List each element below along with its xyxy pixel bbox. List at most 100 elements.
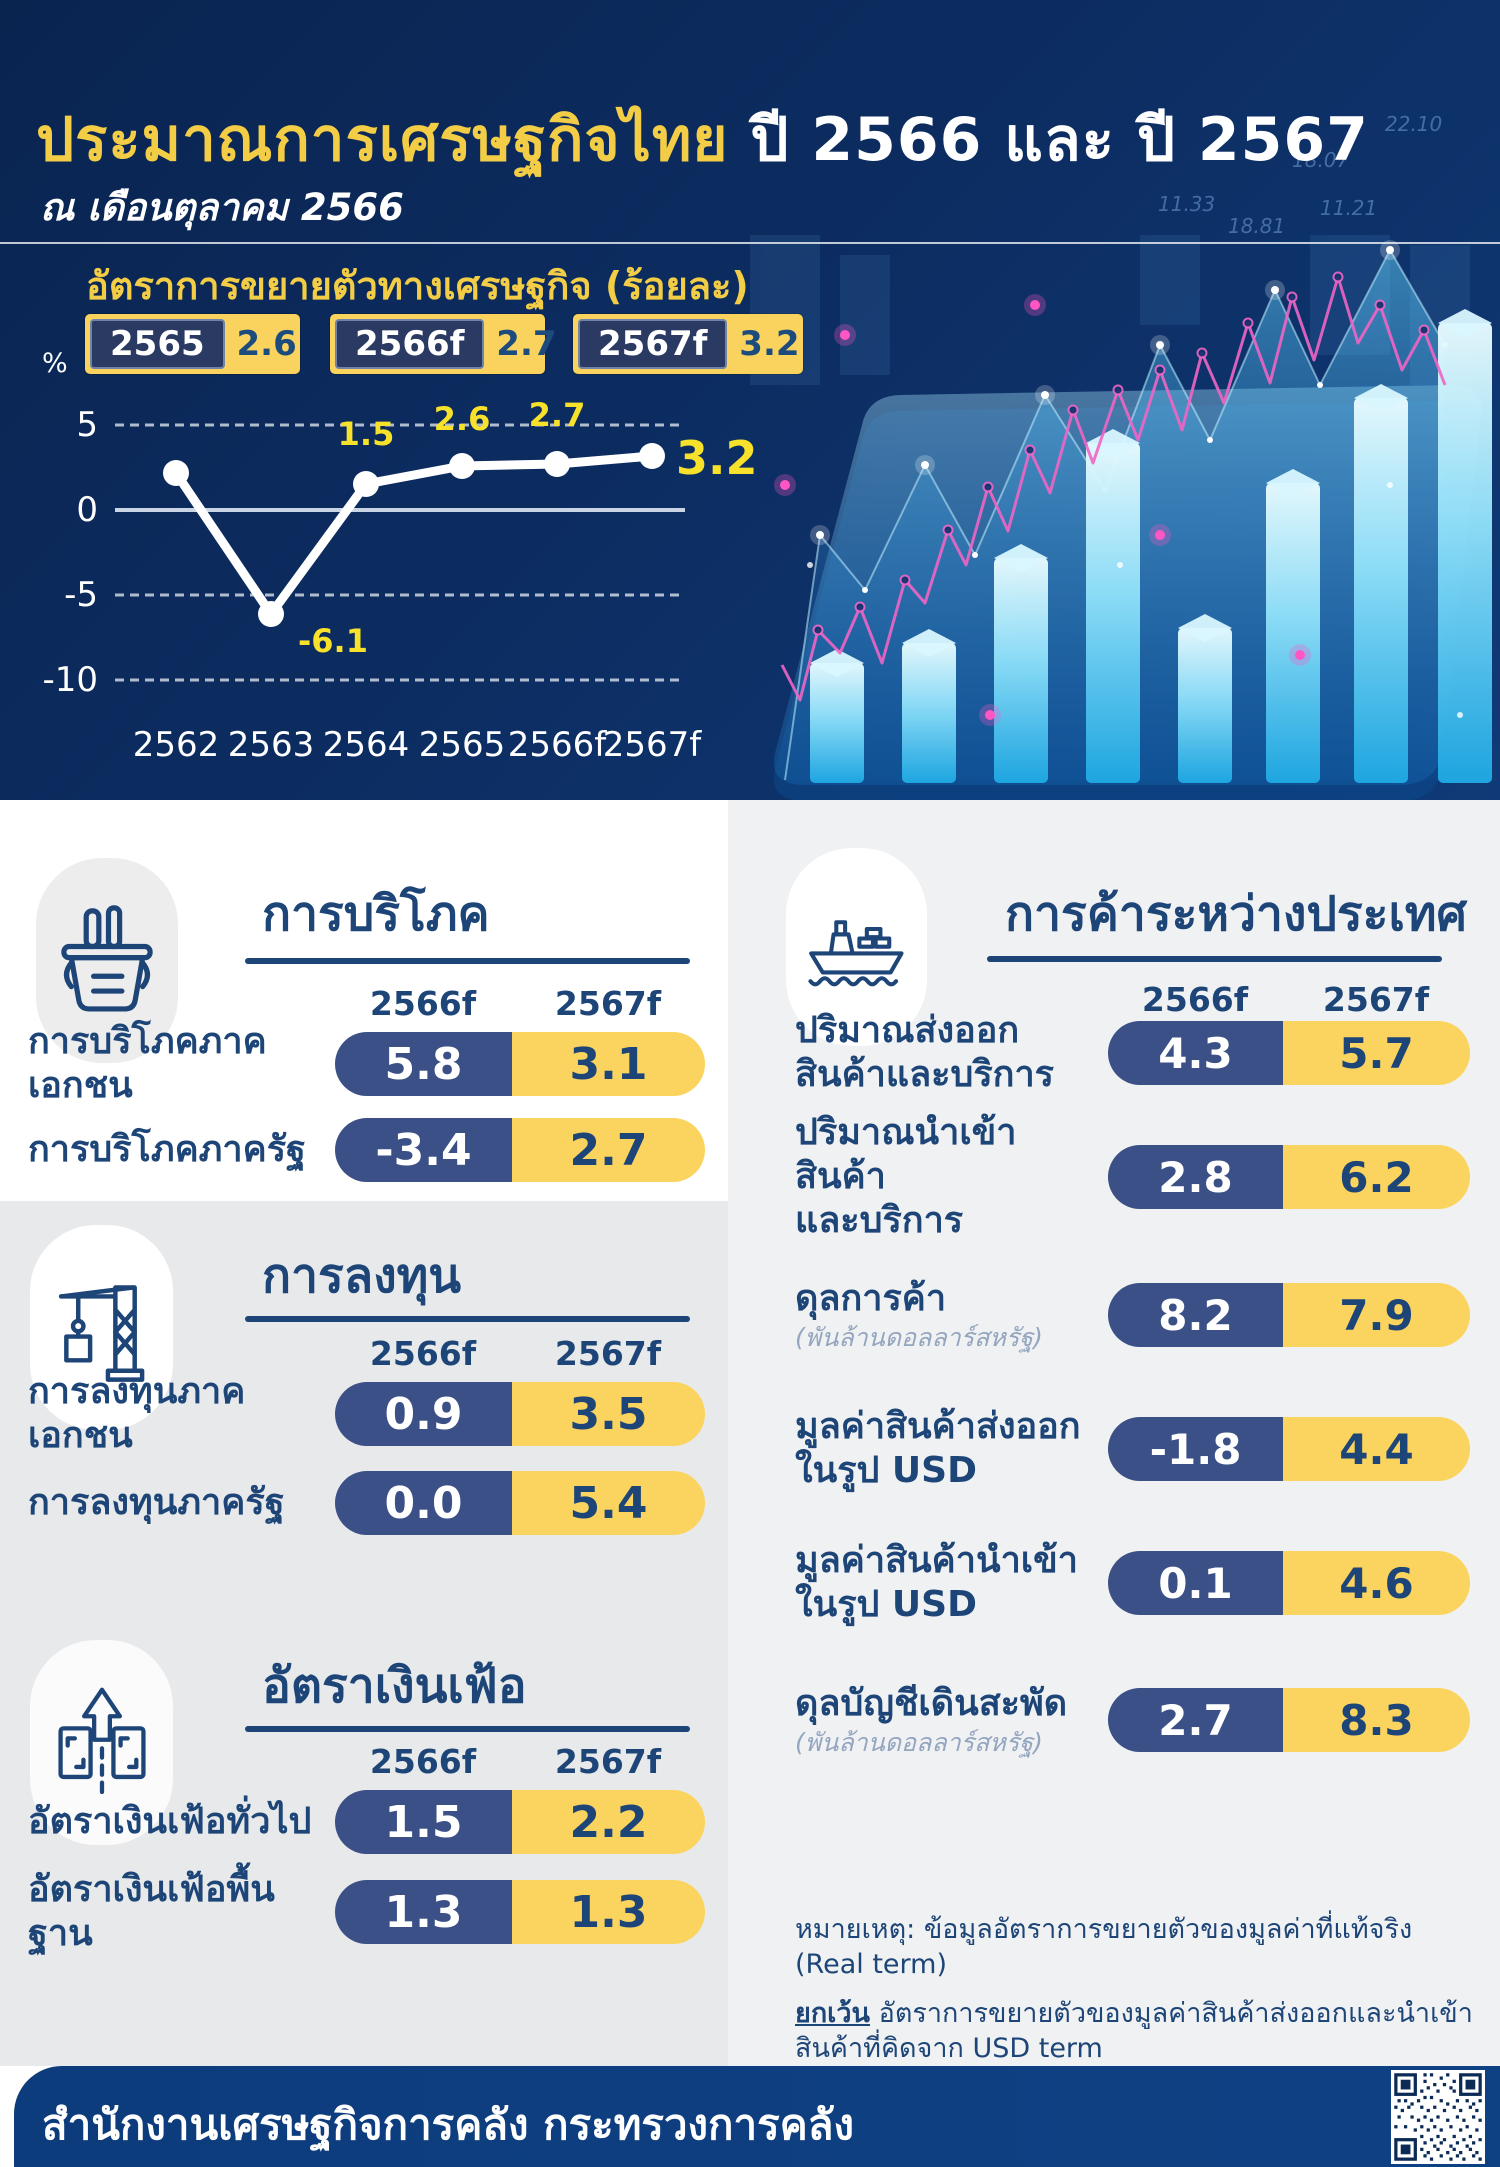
value-pill: 1.5 2.2 [335,1790,705,1854]
chart-gridlines [115,423,685,682]
section-title: อัตราเงินเฟ้อ [262,1658,527,1714]
pill-value-2566f: 2.8 [1108,1145,1283,1209]
decor-bars [810,309,1492,783]
header-divider [0,242,1500,244]
pill-value-2567f: 2.2 [512,1790,705,1854]
row-label: มูลค่าสินค้าส่งออก ในรูป USD [795,1401,1105,1497]
row-label: ปริมาณส่งออก สินค้าและบริการ [795,1005,1105,1101]
gdp-growth-heading: อัตราการขยายตัวทางเศรษฐกิจ (ร้อยละ) [86,264,749,308]
x-tick-label: 2563 [228,725,315,765]
gdp-series-line [171,451,657,619]
value-pill: 0.0 5.4 [335,1471,705,1535]
pill-value-2567f: 7.9 [1283,1283,1470,1347]
x-tick-label: 2562 [133,725,220,765]
row-label: ดุลการค้า (พันล้านดอลลาร์สหรัฐ) [795,1267,1105,1363]
investment-icon-box [30,1225,173,1430]
pill-value-2567f: 3.1 [512,1032,705,1096]
row-label: ดุลบัญชีเดินสะพัด (พันล้านดอลลาร์สหรัฐ) [795,1672,1105,1768]
decor-number: 11.33 [1158,192,1216,216]
decor-pink-markers [812,271,1430,636]
decor-pink-glow-dots [774,294,1463,726]
row-label: มูลค่าสินค้านำเข้า ในรูป USD [795,1535,1105,1631]
gdp-series-points [163,443,665,627]
row-label-text: อัตราเงินเฟ้อทั่วไป [28,1801,312,1843]
badge-year: 2567f [578,319,728,369]
badge-year: 2565 [90,319,225,369]
badge-value: 3.2 [739,324,800,364]
value-pill: 2.7 8.3 [1108,1688,1470,1752]
row-label: อัตราเงินเฟ้อทั่วไป [28,1790,333,1854]
value-pill: -1.8 4.4 [1108,1417,1470,1481]
chart-y-axis: 5 0 -5 -10 [42,405,98,700]
col-header-2567f: 2567f [1322,980,1430,1019]
row-label-text: มูลค่าสินค้าส่งออก ในรูป USD [795,1406,1081,1491]
row-label: การบริโภคภาครัฐ [28,1118,333,1182]
row-label-text: การลงทุนภาครัฐ [28,1482,285,1524]
row-label: อัตราเงินเฟ้อพื้นฐาน [28,1869,333,1954]
page-title-highlight: ประมาณการเศรษฐกิจไทย [36,105,729,175]
footer-organization: สำนักงานเศรษฐกิจการคลัง กระทรวงการคลัง [42,2100,854,2149]
point-label-2563: -6.1 [298,622,368,660]
chart-point-labels: -6.1 1.5 2.6 2.7 3.2 [298,400,758,660]
row-label: การลงทุนภาคเอกชน [28,1371,333,1456]
row-sublabel: (พันล้านดอลลาร์สหรัฐ) [795,1322,1043,1352]
pill-value-2566f: 8.2 [1108,1283,1283,1347]
pill-value-2566f: -3.4 [335,1118,512,1182]
value-pill: 8.2 7.9 [1108,1283,1470,1347]
section-underline [245,958,690,964]
row-label: การบริโภคภาคเอกชน [28,1021,333,1106]
section-title: การลงทุน [262,1248,462,1304]
pill-value-2566f: 5.8 [335,1032,512,1096]
col-header-2566f: 2566f [369,1334,477,1373]
point-label-2567f: 3.2 [676,431,758,485]
section-underline [245,1726,690,1732]
pill-value-2566f: 4.3 [1108,1021,1283,1085]
inflation-icon-box [30,1640,173,1845]
ship-icon [807,920,903,987]
badge-2565: 2565 2.6 [85,314,300,374]
row-label-text: ปริมาณส่งออก สินค้าและบริการ [795,1010,1055,1095]
col-header-2567f: 2567f [554,1334,662,1373]
pill-value-2567f: 3.5 [512,1382,705,1446]
row-label-text: ปริมาณนำเข้าสินค้า และบริการ [795,1112,1017,1241]
col-header-2566f: 2566f [369,984,477,1023]
chart-x-axis: 2562 2563 2564 2565 2566f 2567f [133,725,703,765]
pill-value-2567f: 1.3 [512,1880,705,1944]
footnote-line-1: หมายเหตุ: ข้อมูลอัตราการขยายตัวของมูลค่า… [795,1912,1475,1982]
y-tick-label: 0 [76,490,98,530]
pill-value-2566f: -1.8 [1108,1417,1283,1481]
row-label-text: อัตราเงินเฟ้อพื้นฐาน [28,1869,275,1954]
pill-value-2567f: 4.6 [1283,1551,1470,1615]
col-header-2567f: 2567f [554,984,662,1023]
row-label-text: การลงทุนภาคเอกชน [28,1371,246,1456]
footnote-exception-word: ยกเว้น [795,1998,871,2030]
pill-value-2566f: 0.0 [335,1471,512,1535]
row-label: ปริมาณนำเข้าสินค้า และบริการ [795,1112,1105,1241]
basket-icon [61,904,153,1012]
badge-2566f: 2566f 2.7 [330,314,557,374]
point-label-2565: 2.6 [434,400,491,438]
value-pill: 1.3 1.3 [335,1880,705,1944]
value-pill: 4.3 5.7 [1108,1021,1470,1085]
row-label-text: ดุลบัญชีเดินสะพัด [795,1682,1068,1724]
badge-value: 2.6 [236,324,297,364]
row-label-text: มูลค่าสินค้านำเข้า ในรูป USD [795,1540,1078,1625]
x-tick-label: 2566f [508,725,608,765]
footnote-text-2: อัตราการขยายตัวของมูลค่าสินค้าส่งออกและน… [795,1998,1473,2065]
section-title: การค้าระหว่างประเทศ [1005,886,1467,942]
header: 22.10 18.07 11.33 11.21 18.81 ประมาณการเ… [0,0,1500,801]
row-label-text: การบริโภคภาคเอกชน [28,1021,267,1106]
badge-year: 2566f [335,319,485,369]
badge-2567f: 2567f 3.2 [573,314,803,374]
col-header-2566f: 2566f [369,1742,477,1781]
badge-value: 2.7 [496,324,557,364]
pill-value-2567f: 4.4 [1283,1417,1470,1481]
pill-value-2567f: 5.4 [512,1471,705,1535]
qr-code [1391,2070,1485,2164]
page-title: ประมาณการเศรษฐกิจไทย ปี 2566 และ ปี 2567 [36,92,1369,187]
section-underline [245,1316,690,1322]
decor-number: 22.10 [1385,112,1443,136]
y-tick-label: -5 [64,575,98,615]
value-pill: 0.9 3.5 [335,1382,705,1446]
